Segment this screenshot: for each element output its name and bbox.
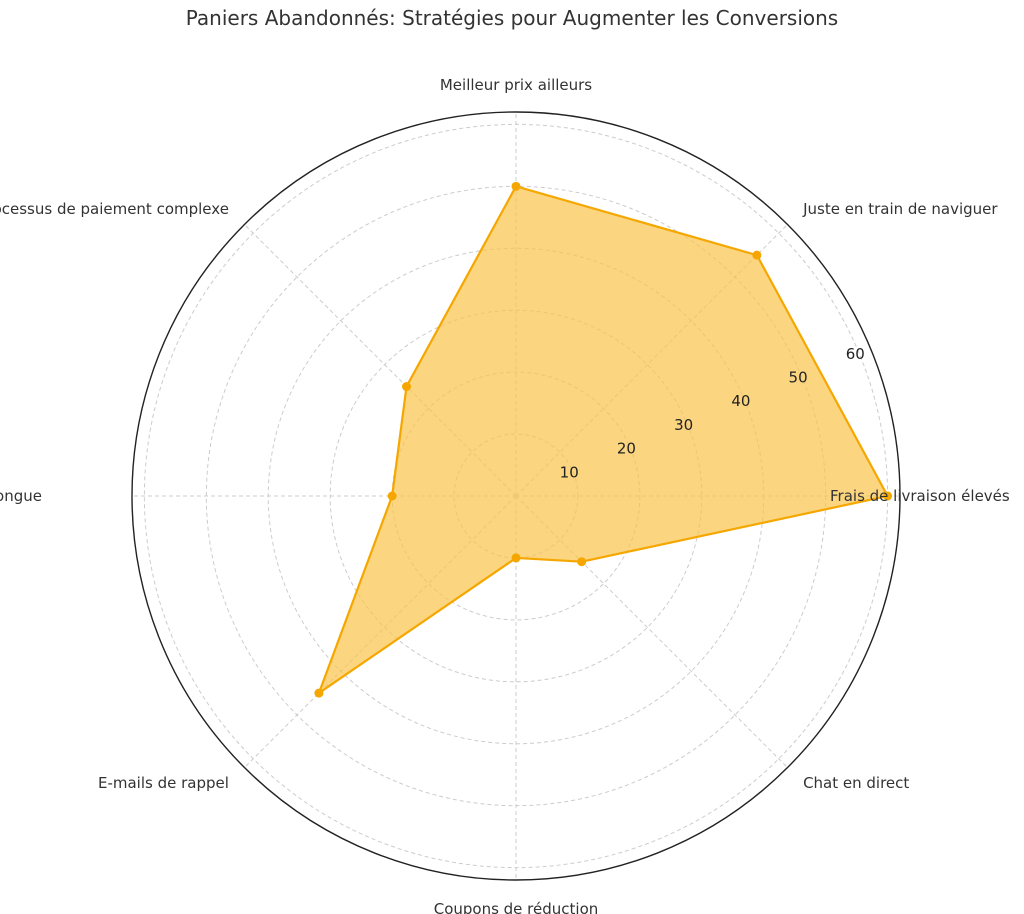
chart-title: Paniers Abandonnés: Stratégies pour Augm… bbox=[185, 6, 839, 30]
radial-tick-label: 20 bbox=[617, 440, 636, 458]
category-label: Durée de livraison longue bbox=[0, 487, 42, 505]
category-label: E-mails de rappel bbox=[98, 774, 229, 792]
data-point bbox=[387, 491, 397, 501]
data-point bbox=[752, 250, 762, 260]
category-label: Juste en train de naviguer bbox=[802, 200, 998, 218]
category-label: Frais de livraison élevés bbox=[830, 487, 1010, 505]
category-label: Chat en direct bbox=[803, 774, 909, 792]
label-layer: 10 20 30 40 50 60 Frais de livraison élevés Jus… bbox=[0, 76, 1010, 914]
radial-tick-label: 10 bbox=[560, 463, 579, 481]
data-point bbox=[314, 688, 324, 698]
category-label: Processus de paiement complexe bbox=[0, 200, 229, 218]
data-point bbox=[577, 557, 587, 567]
category-label: Meilleur prix ailleurs bbox=[440, 76, 592, 94]
radial-tick-label: 40 bbox=[731, 392, 750, 410]
series-area bbox=[317, 185, 889, 695]
category-label: Coupons de réduction bbox=[434, 900, 599, 914]
outer-frame bbox=[131, 111, 901, 881]
radial-tick-label: 30 bbox=[674, 416, 693, 434]
radial-tick-label: 50 bbox=[789, 368, 808, 386]
data-layer bbox=[314, 181, 893, 698]
data-point bbox=[402, 382, 412, 392]
data-point bbox=[883, 491, 893, 501]
data-point bbox=[511, 553, 521, 563]
radial-tick-label: 60 bbox=[846, 345, 865, 363]
data-point bbox=[511, 181, 521, 191]
